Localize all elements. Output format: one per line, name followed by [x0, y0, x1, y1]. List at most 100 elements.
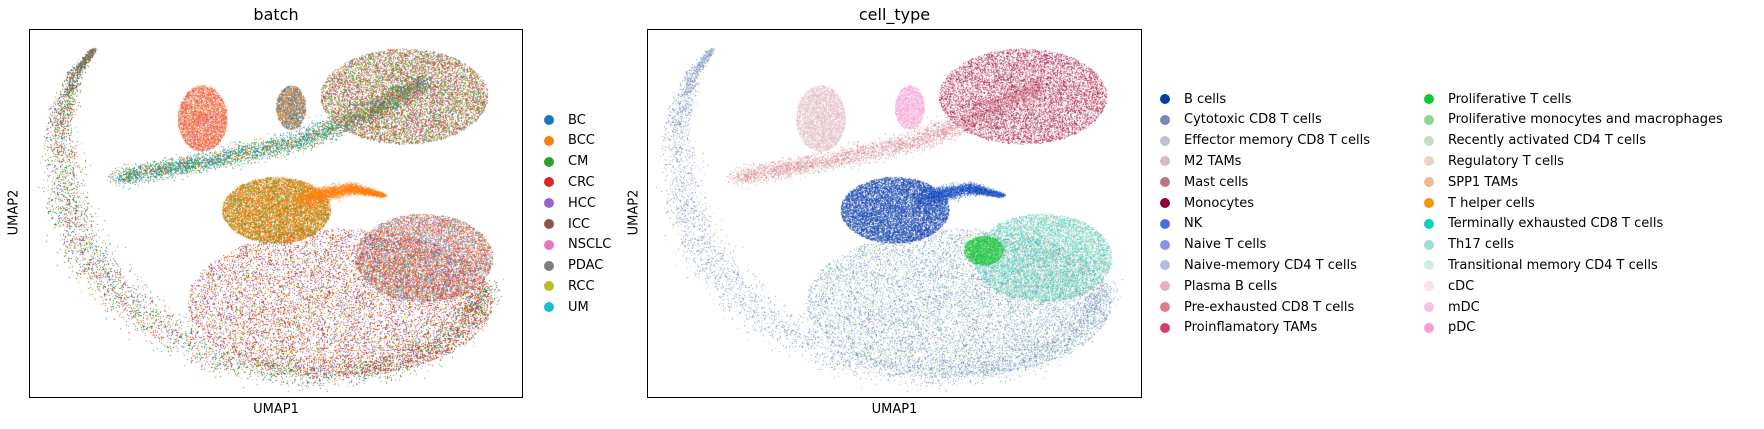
legend-marker	[1160, 322, 1170, 333]
legend-item: Cytotoxic CD8 T cells	[1160, 110, 1322, 130]
legend-marker	[1424, 281, 1434, 292]
legend-item: Terminally exhausted CD8 T cells	[1424, 214, 1663, 234]
legend-label: CM	[568, 154, 589, 170]
legend-item: HCC	[544, 193, 596, 213]
legend-marker	[1160, 177, 1170, 188]
legend-marker	[1424, 218, 1434, 229]
legend-marker	[544, 177, 554, 188]
legend-label: NSCLC	[568, 237, 612, 253]
legend-item: cDC	[1424, 276, 1474, 296]
legend-label: Plasma B cells	[1184, 278, 1278, 294]
legend-marker	[1424, 114, 1434, 125]
legend-item: mDC	[1424, 297, 1480, 317]
legend-item: B cells	[1160, 89, 1226, 109]
legend-label: Naive-memory CD4 T cells	[1184, 257, 1357, 273]
legend-marker	[1424, 302, 1434, 312]
legend-label: Cytotoxic CD8 T cells	[1184, 112, 1322, 128]
legend-marker	[1424, 260, 1434, 271]
legend-marker	[1424, 135, 1434, 146]
legend-item: PDAC	[544, 256, 603, 276]
legend-label: Terminally exhausted CD8 T cells	[1448, 216, 1664, 232]
legend-item: SPP1 TAMs	[1424, 172, 1518, 192]
legend-marker	[544, 302, 554, 313]
legend-label: CRC	[568, 174, 595, 190]
legend-marker	[544, 260, 554, 271]
legend-label: NK	[1184, 216, 1203, 232]
legend-item: CM	[544, 152, 588, 172]
legend-label: Mast cells	[1184, 174, 1249, 190]
x-axis-label-cell-type: UMAP1	[871, 402, 918, 417]
legend-item: Effector memory CD8 T cells	[1160, 131, 1370, 151]
legend-label: M2 TAMs	[1184, 153, 1242, 169]
legend-item: Regulatory T cells	[1424, 151, 1564, 171]
legend-marker	[1424, 156, 1434, 167]
legend-label: Proinflamatory TAMs	[1184, 320, 1318, 336]
legend-item: Plasma B cells	[1160, 276, 1277, 296]
scatter-plot-batch	[29, 29, 523, 398]
legend-item: Naive T cells	[1160, 235, 1266, 255]
y-axis-label-batch: UMAP2	[6, 189, 22, 236]
legend-item: BC	[544, 110, 586, 130]
legend-item: Transitional memory CD4 T cells	[1424, 255, 1658, 275]
legend-label: RCC	[568, 278, 595, 294]
legend-item: NK	[1160, 214, 1202, 234]
legend-item: Proliferative T cells	[1424, 89, 1571, 109]
legend-label: ICC	[568, 216, 590, 232]
legend-marker	[1160, 281, 1170, 292]
y-axis-label-cell-type: UMAP2	[626, 189, 642, 236]
legend-marker	[1160, 302, 1170, 312]
legend-label: Naive T cells	[1184, 237, 1267, 253]
legend-marker	[1424, 322, 1434, 333]
chart-title-cell-type: cell_type	[858, 5, 931, 24]
legend-label: PDAC	[568, 258, 604, 274]
legend-label: B cells	[1184, 91, 1227, 107]
legend-label: Recently activated CD4 T cells	[1448, 133, 1647, 149]
legend-marker	[1160, 114, 1170, 125]
legend-marker	[1424, 239, 1434, 250]
legend-marker	[544, 198, 554, 209]
legend-marker	[544, 156, 554, 167]
chart-title-batch: batch	[253, 5, 299, 24]
legend-label: Proliferative monocytes and macrophages	[1448, 112, 1723, 128]
legend-label: BC	[568, 112, 586, 128]
legend-marker	[1424, 94, 1434, 104]
legend-item: UM	[544, 297, 589, 317]
legend-marker	[544, 115, 554, 125]
legend-marker	[1160, 198, 1170, 208]
legend-label: Th17 cells	[1448, 237, 1514, 253]
legend-marker	[1160, 94, 1170, 104]
legend-item: Naive-memory CD4 T cells	[1160, 255, 1357, 275]
legend-item: ICC	[544, 214, 590, 234]
legend-item: Monocytes	[1160, 193, 1254, 213]
legend-marker	[1424, 198, 1434, 208]
legend-label: Pre-exhausted CD8 T cells	[1184, 299, 1355, 315]
legend-item: M2 TAMs	[1160, 151, 1241, 171]
legend-item: Proinflamatory TAMs	[1160, 318, 1317, 338]
legend-label: Regulatory T cells	[1448, 153, 1564, 169]
legend-marker	[544, 219, 554, 229]
legend-marker	[1160, 135, 1170, 146]
legend-marker	[544, 239, 554, 250]
legend-label: pDC	[1448, 320, 1476, 336]
umap-points-batch	[30, 30, 522, 397]
legend-item: Mast cells	[1160, 172, 1248, 192]
legend-label: mDC	[1448, 299, 1480, 315]
legend-marker	[1160, 239, 1170, 250]
legend-item: NSCLC	[544, 235, 611, 255]
legend-label: SPP1 TAMs	[1448, 174, 1519, 190]
legend-batch: BC BCC CM CRC HCC ICC NSCLC PDAC RCC UM	[544, 110, 644, 320]
legend-item: RCC	[544, 276, 595, 296]
legend-label: Proliferative T cells	[1448, 91, 1572, 107]
legend-item: Pre-exhausted CD8 T cells	[1160, 297, 1354, 317]
legend-item: CRC	[544, 172, 595, 192]
umap-points-cell-type	[648, 30, 1141, 397]
legend-marker	[544, 281, 554, 292]
legend-item: pDC	[1424, 318, 1475, 338]
legend-label: T helper cells	[1448, 195, 1535, 211]
legend-label: BCC	[568, 133, 595, 149]
legend-item: Recently activated CD4 T cells	[1424, 131, 1646, 151]
legend-label: Transitional memory CD4 T cells	[1448, 257, 1658, 273]
scatter-plot-cell-type	[647, 29, 1142, 398]
legend-cell-type: B cells Cytotoxic CD8 T cells Effector mem…	[1160, 89, 1760, 339]
legend-marker	[1424, 177, 1434, 188]
